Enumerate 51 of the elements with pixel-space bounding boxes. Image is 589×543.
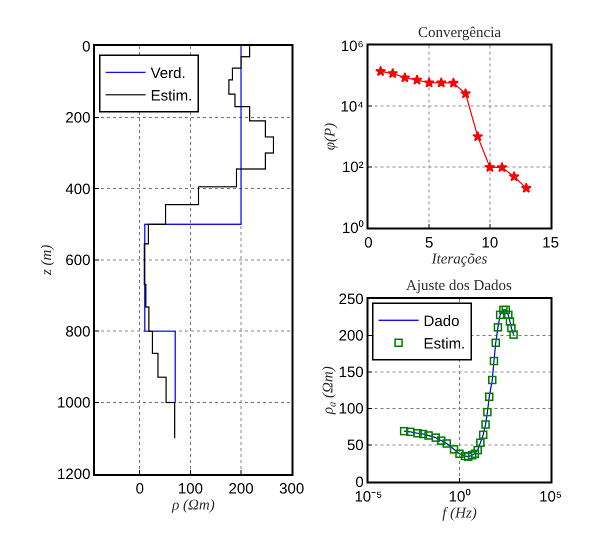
y-tick-label: 10⁴ bbox=[340, 98, 364, 116]
point bbox=[375, 66, 386, 76]
point bbox=[472, 130, 484, 142]
point bbox=[484, 162, 496, 172]
point bbox=[399, 72, 410, 82]
legend-label: Estim. bbox=[150, 88, 192, 105]
y-tick-label: 0 bbox=[82, 38, 90, 56]
point bbox=[520, 182, 532, 193]
y-tick-label: 100 bbox=[338, 400, 364, 418]
point bbox=[448, 77, 459, 88]
point bbox=[436, 77, 447, 88]
x-axis-title: ρ (Ωm) bbox=[171, 498, 215, 514]
y-tick-label: 150 bbox=[338, 364, 364, 382]
y-tick-label: 10⁶ bbox=[340, 38, 364, 55]
x-tick-label: 10⁻⁵ bbox=[354, 488, 382, 506]
x-tick-label: 200 bbox=[228, 480, 254, 498]
y-tick-label: 400 bbox=[65, 180, 90, 198]
x-tick-label: 10⁵ bbox=[539, 488, 562, 506]
legend-label: Dado bbox=[424, 313, 460, 330]
x-tick-label: 10⁰ bbox=[448, 488, 470, 506]
y-tick-label: 600 bbox=[65, 252, 90, 270]
point bbox=[412, 74, 422, 85]
y-tick-label: 800 bbox=[65, 323, 90, 340]
y-tick-label: 50 bbox=[346, 437, 364, 454]
x-tick-label: 15 bbox=[542, 234, 559, 252]
legend-label: Verd. bbox=[150, 65, 186, 82]
y-tick-label: 1000 bbox=[57, 394, 90, 412]
point bbox=[496, 162, 508, 172]
x-axis-title: f (Hz) bbox=[442, 505, 477, 522]
x-axis-title: Iterações bbox=[430, 251, 488, 268]
point bbox=[424, 77, 435, 88]
point bbox=[508, 170, 520, 182]
x-tick-label: 100 bbox=[178, 480, 203, 498]
y-tick-label: 1200 bbox=[57, 466, 90, 484]
legend-label: Estim. bbox=[424, 336, 466, 353]
y-tick-label: 10² bbox=[342, 159, 364, 176]
x-tick-label: 5 bbox=[424, 234, 434, 252]
chart-title: Ajuste dos Dados bbox=[406, 278, 512, 294]
y-tick-label: 200 bbox=[65, 110, 90, 127]
point bbox=[387, 68, 398, 78]
y-tick-label: 200 bbox=[338, 328, 364, 345]
y-tick-label: 10⁰ bbox=[342, 220, 364, 237]
line-series bbox=[144, 46, 242, 404]
x-tick-label: 10 bbox=[482, 234, 498, 252]
y-tick-label: 250 bbox=[338, 291, 364, 308]
y-axis-title: φ(P) bbox=[322, 122, 338, 150]
x-tick-label: 0 bbox=[136, 480, 144, 498]
chart-title: Convergência bbox=[418, 25, 502, 41]
point bbox=[460, 88, 471, 98]
y-axis-title: z (m) bbox=[38, 244, 55, 276]
x-tick-label: 300 bbox=[279, 480, 304, 498]
